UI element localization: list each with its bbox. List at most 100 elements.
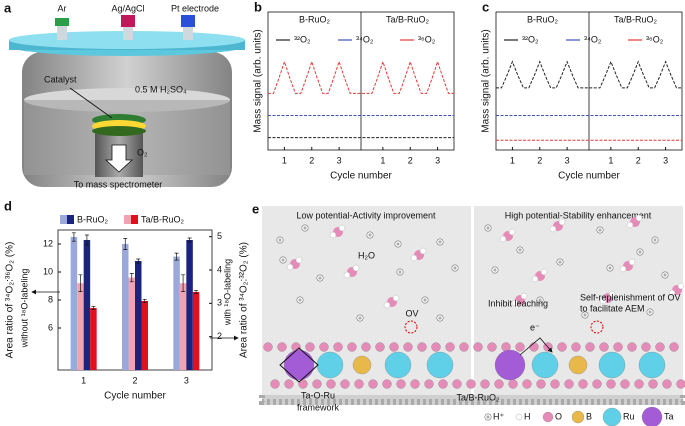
atom bbox=[263, 342, 273, 352]
atom bbox=[571, 342, 581, 352]
legend-label: Ta/B-RuO₂ bbox=[141, 214, 185, 224]
water-h bbox=[558, 218, 566, 226]
legend-label: H bbox=[524, 411, 531, 421]
atom bbox=[316, 351, 344, 379]
water-h bbox=[410, 254, 418, 262]
atom bbox=[494, 379, 504, 389]
atom bbox=[568, 355, 588, 375]
water-h bbox=[343, 271, 351, 279]
panel-letter: d bbox=[4, 198, 12, 213]
atom bbox=[403, 342, 413, 352]
water-h bbox=[329, 231, 337, 239]
atom bbox=[417, 342, 427, 352]
error-bar bbox=[123, 238, 128, 250]
atom bbox=[602, 407, 622, 426]
section-label: B-RuO₂ bbox=[299, 14, 331, 24]
atom bbox=[352, 355, 372, 375]
atom bbox=[598, 351, 626, 379]
atom bbox=[641, 342, 651, 352]
proton-sign bbox=[438, 316, 442, 320]
panel-letter: a bbox=[4, 0, 12, 15]
molecule-label: H₂O bbox=[358, 250, 375, 260]
atom bbox=[480, 379, 490, 389]
y2-tick-label: 4 bbox=[217, 264, 222, 274]
water-h bbox=[549, 225, 557, 233]
atom bbox=[389, 342, 399, 352]
atom bbox=[638, 351, 666, 379]
atom bbox=[347, 342, 357, 352]
legend-label: ³²O₂ bbox=[522, 34, 539, 44]
atom bbox=[634, 379, 644, 389]
water-h bbox=[626, 221, 634, 229]
x-tick-label: 1 bbox=[510, 155, 515, 165]
proton-sign bbox=[281, 258, 285, 262]
proton-sign bbox=[558, 260, 562, 264]
proton-sign bbox=[438, 240, 442, 244]
proton-sign bbox=[358, 316, 362, 320]
atom bbox=[340, 379, 350, 389]
atom bbox=[592, 379, 602, 389]
legend-label: ³²O₂ bbox=[294, 34, 311, 44]
atom bbox=[424, 379, 434, 389]
x-axis-title: Cycle number bbox=[330, 171, 392, 182]
proton-sign bbox=[663, 273, 667, 277]
water-h bbox=[511, 299, 519, 307]
x-tick-label: 2 bbox=[309, 155, 314, 165]
atom bbox=[550, 379, 560, 389]
framework-label: Ta-O-Ru bbox=[301, 390, 335, 400]
x-tick-label: 2 bbox=[408, 155, 413, 165]
panel-letter: b bbox=[254, 0, 262, 14]
annotation: Inhibit leaching bbox=[488, 298, 548, 308]
error-bar bbox=[78, 274, 83, 292]
atom bbox=[445, 342, 455, 352]
atom bbox=[426, 351, 454, 379]
bar bbox=[186, 240, 193, 370]
proton-sign bbox=[493, 268, 497, 272]
proton-sign bbox=[638, 250, 642, 254]
legend-label: B-RuO₂ bbox=[77, 214, 109, 224]
atom bbox=[522, 379, 532, 389]
proton-sign bbox=[648, 310, 652, 314]
water-h bbox=[392, 294, 400, 302]
atom bbox=[606, 379, 616, 389]
atom bbox=[564, 379, 574, 389]
proton-sign bbox=[423, 298, 427, 302]
x-tick-label: 1 bbox=[380, 155, 385, 165]
atom bbox=[319, 342, 329, 352]
electrode-label: Pt electrode bbox=[171, 3, 219, 13]
atom bbox=[375, 342, 385, 352]
legend-label: Ru bbox=[623, 411, 635, 421]
atom bbox=[312, 379, 322, 389]
x-tick-label: 1 bbox=[282, 155, 287, 165]
panel-letter: c bbox=[482, 0, 489, 14]
atom bbox=[655, 342, 665, 352]
legend-swatch bbox=[131, 215, 138, 224]
panel-title: Low potential-Activity improvement bbox=[296, 210, 436, 220]
x-axis-title: Cycle number bbox=[104, 391, 166, 402]
bar bbox=[77, 283, 84, 370]
panel-letter: e bbox=[252, 201, 259, 216]
atom bbox=[305, 342, 315, 352]
annotation: to facilitate AEM bbox=[580, 303, 645, 313]
atom bbox=[508, 379, 518, 389]
atom bbox=[627, 342, 637, 352]
bar bbox=[128, 277, 135, 370]
outlet-label: To mass spectrometer bbox=[74, 179, 163, 189]
legend-label: ³⁴O₂ bbox=[356, 34, 374, 44]
proton-sign bbox=[538, 298, 542, 302]
legend-label: ³⁶O₂ bbox=[418, 34, 436, 44]
error-bar bbox=[194, 289, 199, 295]
atom bbox=[515, 342, 525, 352]
error-bar bbox=[91, 305, 96, 311]
x-tick-label: 3 bbox=[435, 155, 440, 165]
annotation: without ¹⁸O-labeling bbox=[19, 269, 29, 349]
atom bbox=[466, 379, 476, 389]
error-bar bbox=[129, 273, 134, 283]
atom bbox=[354, 379, 364, 389]
annotation: Self-replenishment of OV bbox=[580, 292, 681, 302]
bar bbox=[122, 244, 129, 370]
legend-label: O bbox=[555, 411, 562, 421]
atom bbox=[270, 379, 280, 389]
proton-sign bbox=[303, 226, 307, 230]
framework-label: framework bbox=[297, 402, 340, 412]
